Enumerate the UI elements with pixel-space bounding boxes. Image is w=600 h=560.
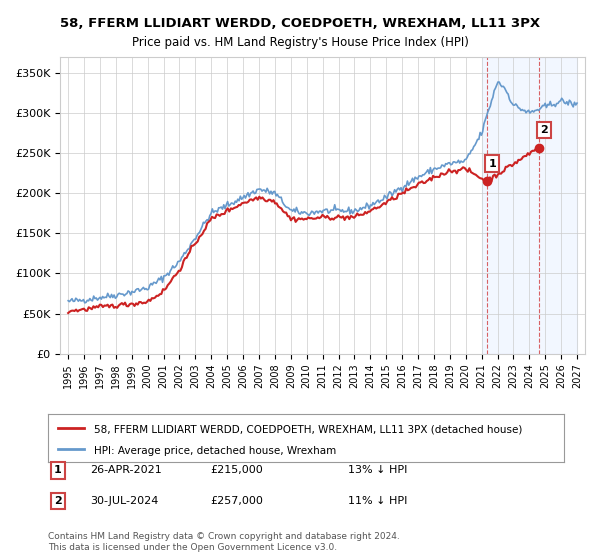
Text: £215,000: £215,000 — [210, 465, 263, 475]
Text: Contains HM Land Registry data © Crown copyright and database right 2024.
This d: Contains HM Land Registry data © Crown c… — [48, 532, 400, 552]
Text: 30-JUL-2024: 30-JUL-2024 — [90, 496, 158, 506]
Text: 13% ↓ HPI: 13% ↓ HPI — [348, 465, 407, 475]
Text: £257,000: £257,000 — [210, 496, 263, 506]
Text: 26-APR-2021: 26-APR-2021 — [90, 465, 162, 475]
Text: 2: 2 — [540, 125, 548, 135]
Text: 1: 1 — [54, 465, 62, 475]
Text: Price paid vs. HM Land Registry's House Price Index (HPI): Price paid vs. HM Land Registry's House … — [131, 36, 469, 49]
Bar — [482, 57, 577, 353]
Text: 11% ↓ HPI: 11% ↓ HPI — [348, 496, 407, 506]
Text: 1: 1 — [488, 159, 496, 169]
Text: 58, FFERM LLIDIART WERDD, COEDPOETH, WREXHAM, LL11 3PX: 58, FFERM LLIDIART WERDD, COEDPOETH, WRE… — [60, 17, 540, 30]
Text: HPI: Average price, detached house, Wrexham: HPI: Average price, detached house, Wrex… — [94, 446, 337, 456]
Text: 58, FFERM LLIDIART WERDD, COEDPOETH, WREXHAM, LL11 3PX (detached house): 58, FFERM LLIDIART WERDD, COEDPOETH, WRE… — [94, 424, 523, 435]
Text: 2: 2 — [54, 496, 62, 506]
